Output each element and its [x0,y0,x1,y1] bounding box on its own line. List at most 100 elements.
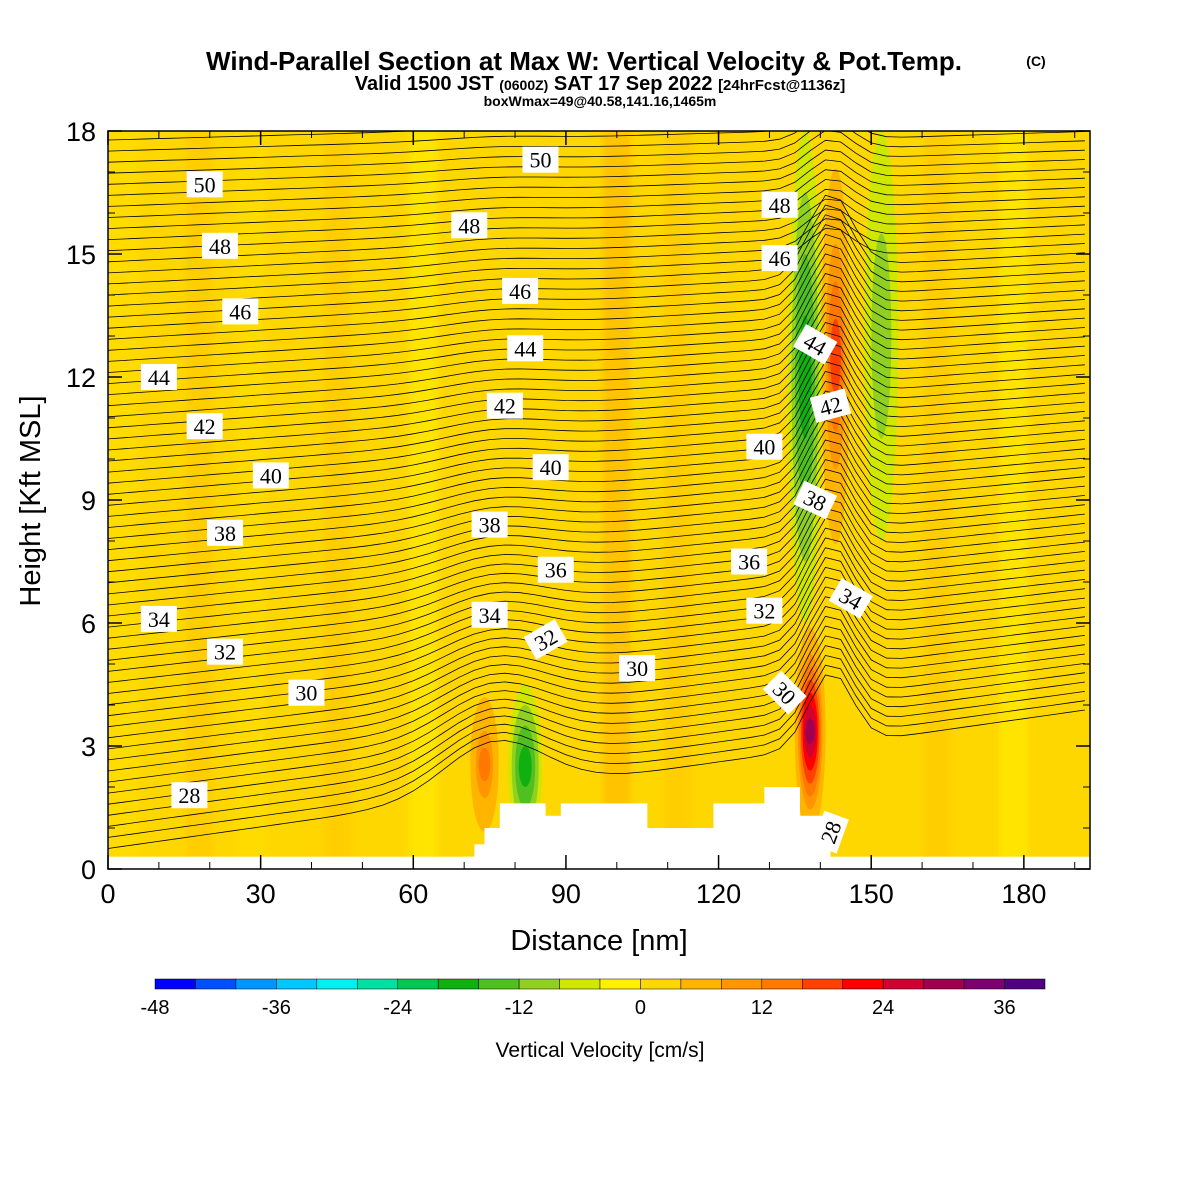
velocity-cell [478,747,491,782]
chart-title: Wind-Parallel Section at Max W: Vertical… [206,46,962,76]
theta-contour-line [108,322,1085,451]
theta-contour-line [108,606,1085,772]
colorbar-swatch [316,978,358,990]
theta-contour-line [108,419,1085,562]
theta-contour-line [108,131,416,141]
valid-date: SAT 17 Sep 2022 [554,73,713,95]
contour-label: 32 [207,638,244,665]
theta-contour-line [108,468,1085,617]
contour-label-box [252,462,289,489]
contour-label-text: 36 [738,550,760,575]
theta-contour-line [108,194,1085,307]
colorbar-swatch [1004,978,1046,990]
chart-subtitle: Valid 1500 JST (0600Z) SAT 17 Sep 2022 [… [355,73,846,95]
contour-label-text: 42 [494,394,516,419]
colorbar-swatch [842,978,884,990]
theta-contour-line [108,263,1085,384]
contour-label-text: 32 [214,640,236,665]
contour-label-box [207,638,244,665]
theta-contour-line [108,292,1085,418]
theta-contour-line [108,664,1085,838]
theta-contour-line [108,233,1085,351]
contour-label-box [471,601,508,628]
theta-contour-line [108,273,1085,395]
contour-label-box [471,511,508,538]
contour-label-box [731,548,768,575]
field-band [663,131,692,869]
terrain-profile [464,787,831,869]
contour-label-box [809,388,852,423]
theta-contour-line [108,159,1085,218]
contour-label-box [619,655,656,682]
colorbar-swatch [963,978,1005,990]
contour-label-box [502,277,539,304]
contour-label-text: 46 [769,246,791,271]
theta-contour-line [108,198,1085,263]
colorbar-swatch [721,978,763,990]
contour-label-box [523,619,568,660]
field-band [322,131,351,869]
theta-contour-line [108,302,1085,429]
theta-contour-line [108,517,1085,672]
colorbar-tick-label: 24 [872,997,894,1019]
theta-contour-line [108,488,1085,639]
colorbar-swatch [599,978,641,990]
x-tick-label: 150 [849,879,894,909]
contour-label: 44 [507,335,544,362]
colorbar-tick-label: 36 [993,997,1015,1019]
colorbar-swatch [680,978,722,990]
contour-label-text: 48 [458,213,480,238]
theta-contour-line [108,410,1085,550]
contour-label-text: 46 [509,279,531,304]
theta-contour-line [108,557,1085,717]
theta-contour-line [108,547,1085,705]
contour-label: 28 [171,782,208,809]
contour-label: 40 [746,433,783,460]
contour-label: 40 [532,454,569,481]
contour-label-text: 36 [545,558,567,583]
contour-label-box [222,298,259,325]
utc-time: (0600Z) [499,77,548,93]
field-band [602,131,631,869]
contour-label-box [532,454,569,481]
contour-label: 38 [471,511,508,538]
theta-contour-line [108,449,1085,595]
colorbar-swatch [235,978,277,990]
contour-label: 30 [288,679,325,706]
theta-contour-line [108,208,1085,274]
contour-label: 28 [812,810,849,854]
contour-label: 48 [451,212,488,239]
contour-label: 46 [761,245,798,272]
contour-label-text: 32 [753,599,775,624]
theta-contour-line [108,478,1085,628]
theta-contour-line [108,645,1085,816]
contour-label-box [828,578,873,619]
forecast-info: [24hrFcst@1136z] [718,77,845,94]
contour-label-box [537,556,574,583]
theta-contour-line [108,586,1085,750]
x-axis: 0 30 60 90 120 150 180 [100,131,1076,909]
theta-contour-line [108,188,1085,252]
theta-contour-line [108,654,1085,827]
theta-contour-line [108,139,1085,196]
contour-label-box [207,519,244,546]
theta-contour-line [108,527,1085,683]
x-tick-label: 180 [1001,879,1046,909]
colorbar-tick-label: 12 [751,997,773,1019]
contour-label: 46 [502,277,539,304]
contour-label-box [201,232,238,259]
theta-contour-line [108,508,1085,661]
theta-contour-line [108,390,1085,528]
terrain [108,787,1090,869]
colorbar-swatch [276,978,318,990]
theta-contour-line [108,179,1085,240]
velocity-cell [518,746,532,787]
colorbar-swatch [559,978,601,990]
x-tick-label: 120 [696,879,741,909]
contour-label: 50 [186,171,223,198]
contour-label: 42 [486,392,523,419]
contour-label: 36 [731,548,768,575]
theta-contour-line [108,312,1085,440]
